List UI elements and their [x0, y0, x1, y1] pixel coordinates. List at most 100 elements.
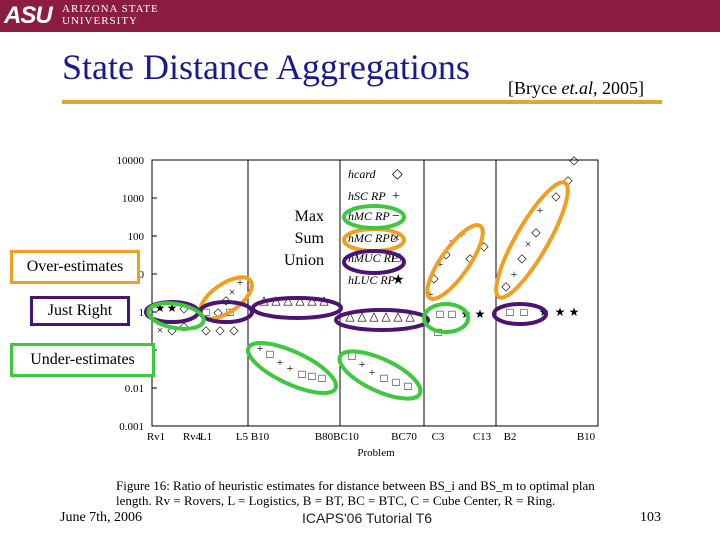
legend-entry-4: hMUC RP	[348, 251, 399, 265]
data-point-51: ◇	[215, 323, 225, 337]
data-point-40: ★	[569, 305, 580, 319]
data-point-47: ×	[157, 323, 164, 337]
data-point-58: □	[298, 367, 305, 381]
data-point-36: □	[506, 305, 513, 319]
title-underline	[62, 100, 662, 104]
data-point-0: ◇	[569, 153, 579, 167]
data-point-64: □	[380, 371, 387, 385]
data-point-12: +	[437, 257, 444, 271]
data-point-29: △	[381, 309, 391, 323]
legend-marker-1: +	[392, 189, 400, 204]
x-tick-label-2: L1	[200, 431, 212, 443]
x-tick-label-11: B10	[577, 431, 596, 443]
data-point-6: ◇	[517, 251, 527, 265]
legend-entry-0: hcard	[348, 167, 377, 181]
figure-caption: Figure 16: Ratio of heuristic estimates …	[116, 478, 595, 508]
chart-root: 1000010001001010.10.010.001Rv1Rv4L1L5B10…	[117, 153, 599, 459]
legend-marker-3: ×	[392, 231, 400, 246]
legend-entry-1: hSC RP	[348, 189, 386, 203]
logo-line-2: University	[62, 15, 138, 27]
data-point-65: □	[392, 375, 399, 389]
under-ellipse-bt	[245, 341, 339, 395]
under-ellipse-btc	[337, 349, 423, 401]
data-point-49: ◇	[179, 319, 189, 333]
x-tick-label-4: B10	[251, 431, 270, 443]
data-point-44: □	[202, 305, 209, 319]
data-point-15: ◇	[479, 239, 489, 253]
data-point-18: ×	[229, 285, 236, 299]
just-ellipse-ring	[492, 302, 548, 326]
y-tick-label-1: 1000	[122, 193, 145, 205]
data-point-57: +	[287, 361, 294, 375]
data-point-28: △	[369, 309, 379, 323]
data-point-7: +	[511, 267, 518, 281]
data-point-1: ◇	[563, 173, 573, 187]
data-point-59: □	[308, 369, 315, 383]
data-point-52: ◇	[229, 323, 239, 337]
data-point-41: ★	[155, 301, 166, 315]
data-point-60: □	[318, 371, 325, 385]
data-point-8: ◇	[501, 279, 511, 293]
union-label: Union	[284, 252, 324, 269]
data-point-42: ★	[167, 301, 178, 315]
data-point-54: +	[257, 341, 264, 355]
under-ellipse-rovers	[146, 301, 206, 331]
header-bar	[0, 0, 720, 32]
data-point-26: △	[345, 309, 355, 323]
y-tick-label-6: 0.01	[125, 383, 144, 395]
data-point-50: ◇	[201, 323, 211, 337]
data-point-2: ◇	[551, 189, 561, 203]
data-point-66: □	[404, 379, 411, 393]
data-point-61: □	[348, 349, 355, 363]
asu-logo: ASU Arizona State University	[4, 2, 204, 30]
data-point-56: +	[277, 355, 284, 369]
just-ellipse-btc	[334, 308, 430, 332]
y-tick-label-0: 10000	[117, 155, 145, 167]
sum-label: Sum	[294, 230, 324, 247]
data-point-39: ★	[555, 305, 566, 319]
data-point-31: △	[405, 309, 415, 323]
data-point-19: ◇	[221, 293, 231, 307]
legend-marker-4: □	[392, 251, 401, 266]
citation: [Bryce et.al, 2005]	[508, 78, 644, 99]
y-tick-label-2: 100	[128, 231, 145, 243]
data-point-43: ◇	[179, 301, 189, 315]
data-point-17: +	[237, 275, 244, 289]
x-axis-label: Problem	[357, 447, 395, 459]
aggregation-labels: Max Sum Union	[276, 206, 324, 272]
over-ellipse-cube	[425, 223, 485, 301]
legend-entry-5: hLUC RP	[348, 273, 396, 287]
x-tick-label-9: C13	[473, 431, 492, 443]
footer-page-number: 103	[640, 510, 661, 525]
under-legend-ellipse	[342, 204, 406, 230]
data-point-37: □	[520, 305, 527, 319]
citation-open: [Bryce	[508, 78, 562, 98]
max-label: Max	[294, 208, 324, 225]
data-point-62: +	[359, 357, 366, 371]
data-point-16: ◇	[465, 251, 475, 265]
y-tick-label-7: 0.001	[119, 421, 144, 433]
data-point-33: □	[448, 307, 455, 321]
under-estimates-label: Under-estimates	[10, 343, 155, 377]
data-point-11: ◇	[441, 247, 451, 261]
legend-marker-0: ◇	[392, 167, 403, 182]
x-tick-label-8: C3	[432, 431, 445, 443]
x-tick-label-0: Rv1	[147, 431, 165, 443]
under-ellipse-cube	[422, 302, 470, 334]
just-legend-ellipse	[342, 249, 406, 275]
footer-venue: ICAPS'06 Tutorial T6	[302, 510, 433, 526]
legend-marker-5: ★	[392, 273, 405, 288]
x-tick-label-6: BC10	[333, 431, 359, 443]
x-tick-label-5: B80	[315, 431, 334, 443]
x-tick-label-1: Rv4	[183, 431, 202, 443]
over-estimates-label: Over-estimates	[10, 250, 140, 284]
data-point-27: △	[357, 309, 367, 323]
slide-title: State Distance Aggregations	[62, 47, 470, 87]
data-point-35: ★	[475, 307, 486, 321]
citation-italic: et.al	[561, 78, 593, 98]
x-tick-label-7: BC70	[391, 431, 417, 443]
data-point-55: □	[266, 347, 273, 361]
citation-close: , 2005]	[592, 78, 644, 98]
x-tick-label-3: L5	[236, 431, 249, 443]
